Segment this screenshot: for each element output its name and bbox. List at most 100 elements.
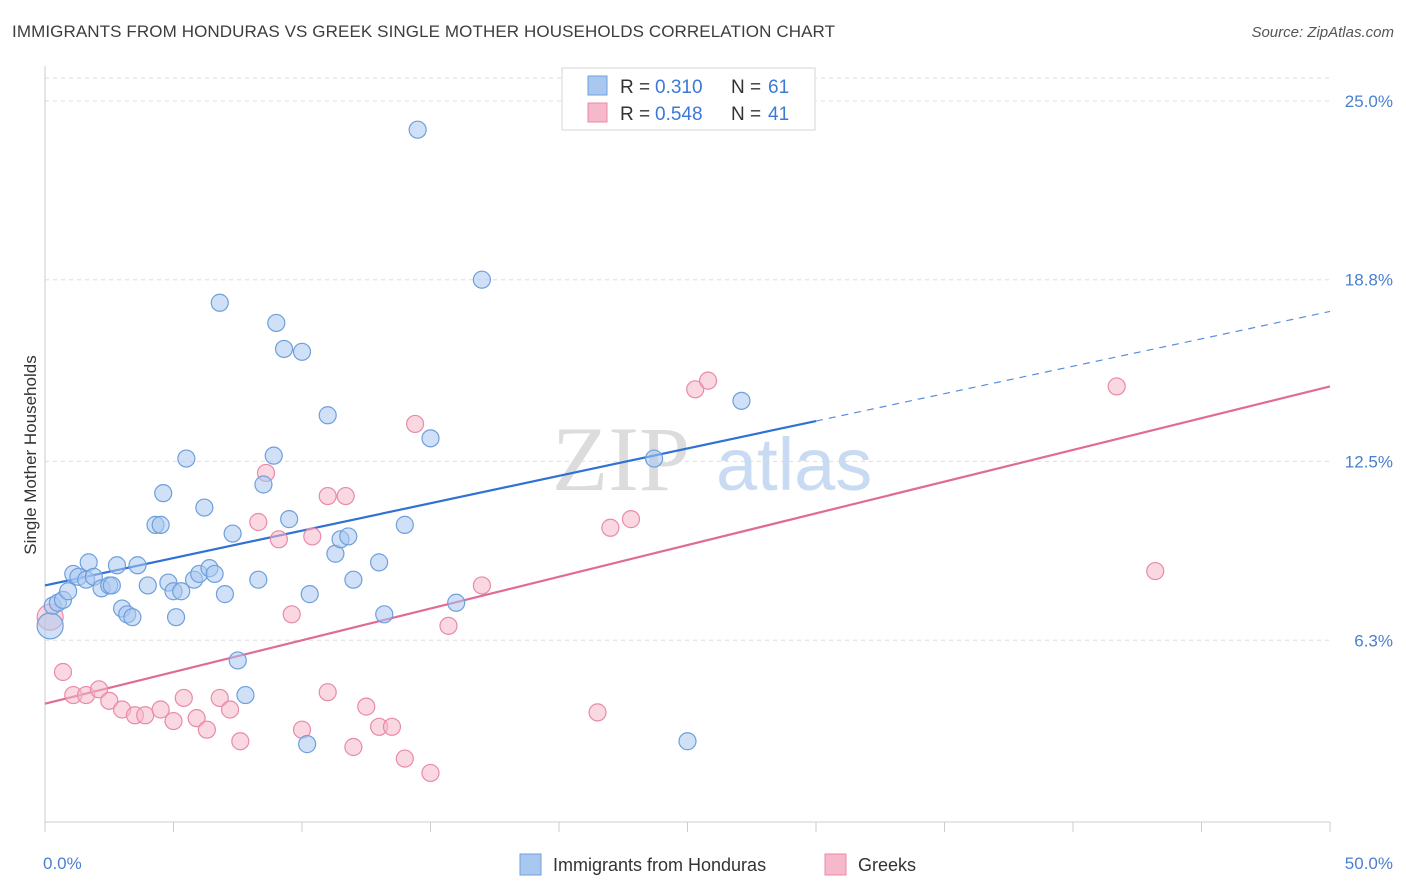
honduras-point [678,732,697,751]
honduras-point [264,446,283,465]
honduras-point [280,510,299,529]
greeks-point [303,527,322,546]
honduras-trend-line [44,419,817,587]
y-tick-label: 12.5% [1345,452,1393,471]
greeks-point [588,703,607,722]
greeks-point [344,737,363,757]
legend-r-value-1: 0.310 [655,77,703,98]
honduras-point [107,556,127,575]
honduras-point [274,339,294,359]
greeks-point [318,683,337,702]
honduras-point [151,515,170,534]
honduras-point [292,342,312,361]
greeks-point [421,763,440,783]
bottom-legend-label-greeks: Greeks [858,855,916,875]
greeks-point [53,662,73,682]
honduras-trend-extension [815,310,1331,422]
greeks-point [621,510,641,529]
greeks-point [336,486,355,506]
honduras-point [375,605,394,624]
honduras-point [215,585,234,604]
bottom-legend: Immigrants from Honduras Greeks [519,853,916,876]
legend-swatch-blue [587,75,608,96]
legend-r-value-2: 0.548 [655,104,703,125]
greeks-point [231,732,250,751]
chart-title: IMMIGRANTS FROM HONDURAS VS GREEK SINGLE… [12,22,836,41]
honduras-point [138,576,157,595]
y-axis-label: Single Mother Households [21,355,40,554]
greeks-point [174,688,193,708]
legend-r-label-1: R = [620,77,650,98]
x-tick-label: 50.0% [1345,854,1393,873]
honduras-point [318,406,337,425]
legend-n-value-1: 61 [768,77,789,98]
greeks-point [89,680,109,699]
honduras-point [447,593,466,612]
honduras-point [177,449,196,468]
watermark-zip: ZIP [552,408,690,510]
legend-n-label-1: N = [731,77,761,98]
honduras-point [300,585,319,604]
honduras-point [236,685,255,705]
greeks-point [395,749,414,768]
honduras-point [644,449,664,468]
greeks-point [601,518,620,537]
greeks-point [164,711,183,731]
y-tick-label: 18.8% [1345,271,1393,290]
honduras-point [344,570,363,589]
honduras-point [732,391,751,410]
source-label: Source: ZipAtlas.com [1251,24,1394,41]
data-points [36,120,1165,783]
honduras-point [195,498,214,517]
greeks-point [151,700,170,719]
greeks-point [357,697,376,716]
honduras-point [421,429,440,448]
honduras-point [154,484,173,503]
honduras-point [210,293,229,312]
greeks-point [1146,561,1165,581]
honduras-point [172,582,191,601]
legend-n-label-2: N = [731,104,761,125]
honduras-point [59,582,78,601]
greeks-trend-line [44,385,1331,705]
bottom-legend-label-honduras: Immigrants from Honduras [553,855,766,875]
trend-lines [44,310,1331,705]
honduras-point [36,612,64,640]
grid-lines [45,77,1330,641]
honduras-point [128,556,147,575]
greeks-point [686,380,705,399]
greeks-point [472,576,491,595]
honduras-point [166,608,186,627]
honduras-point [267,313,286,333]
honduras-point [339,527,358,546]
honduras-point [249,570,268,589]
honduras-point [298,735,317,754]
legend-swatch-pink [587,102,608,123]
greeks-point [249,512,268,532]
honduras-point [472,270,491,289]
greeks-point [210,688,229,708]
legend-n-value-2: 41 [768,104,789,125]
honduras-point [102,576,121,595]
honduras-point [370,553,389,572]
watermark-atlas: atlas [716,423,872,506]
y-tick-label: 25.0% [1345,92,1393,111]
x-tick-label: 0.0% [43,854,82,873]
y-tick-label: 6.3% [1354,631,1393,650]
greeks-point [269,530,288,549]
honduras-point [395,515,414,534]
honduras-point [228,651,247,670]
greeks-point [100,691,119,710]
watermark: ZIP atlas [552,408,872,510]
axes [44,66,1331,832]
greeks-point [439,616,458,635]
honduras-point [408,120,427,139]
greeks-point [197,720,217,739]
bottom-legend-swatch-honduras [519,853,542,876]
greeks-point [220,700,240,719]
honduras-point [223,524,242,543]
tick-labels: 6.3% 12.5% 18.8% 25.0% 0.0% 50.0% [43,92,1393,873]
greeks-point [698,371,718,390]
greeks-point [318,486,337,506]
